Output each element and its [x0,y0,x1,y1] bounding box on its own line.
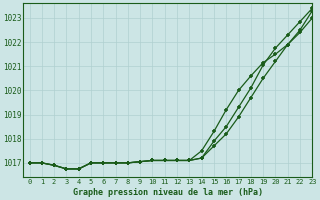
X-axis label: Graphe pression niveau de la mer (hPa): Graphe pression niveau de la mer (hPa) [73,188,263,197]
